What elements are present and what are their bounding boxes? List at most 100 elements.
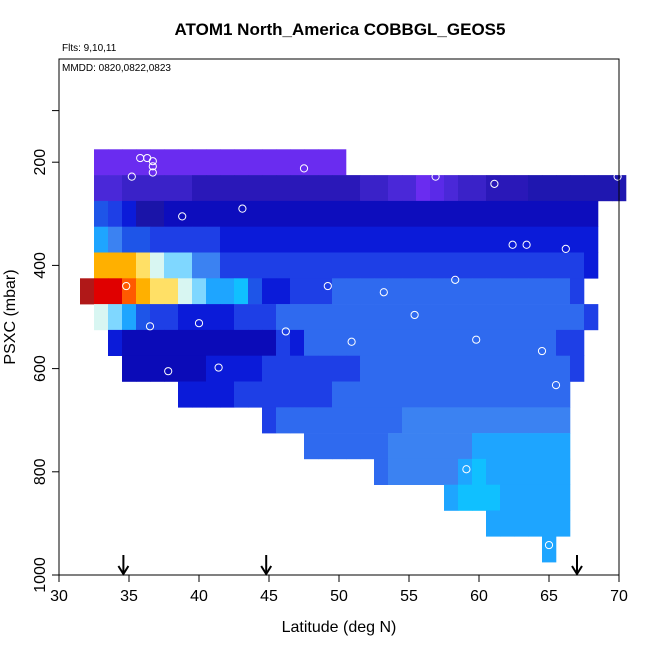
- heatmap-cell: [388, 304, 403, 331]
- heatmap-cell: [542, 433, 557, 460]
- heatmap-cell: [276, 175, 291, 202]
- observation-points: [122, 153, 622, 550]
- heatmap-cell: [556, 355, 571, 382]
- heatmap-cell: [248, 329, 263, 356]
- heatmap-cell: [122, 304, 137, 331]
- heatmap-cell: [178, 304, 193, 331]
- observation-point: [362, 163, 372, 172]
- heatmap-cell: [304, 252, 319, 279]
- heatmap-cell: [290, 200, 305, 227]
- heatmap-cell: [402, 226, 417, 253]
- heatmap-cell: [248, 278, 263, 305]
- heatmap-cell: [360, 433, 375, 460]
- heatmap-cell: [332, 175, 347, 202]
- chart-title: ATOM1 North_America COBBGL_GEOS5: [175, 20, 506, 39]
- heatmap-cell: [290, 252, 305, 279]
- heatmap-cell: [318, 304, 333, 331]
- heatmap-cell: [290, 329, 305, 356]
- y-axis: 200 400 600 800 1000: [32, 110, 59, 593]
- heatmap-cell: [500, 278, 515, 305]
- heatmap-cell: [458, 304, 473, 331]
- observation-point: [537, 346, 547, 356]
- heatmap-cell: [304, 226, 319, 253]
- heatmap-cell: [262, 381, 277, 408]
- heatmap-cell: [94, 200, 109, 227]
- heatmap-cell: [444, 304, 459, 331]
- heatmap-cell: [318, 355, 333, 382]
- heatmap-cell: [136, 278, 151, 305]
- heatmap-cell: [542, 200, 557, 227]
- heatmap-cell: [192, 252, 207, 279]
- x-tick-label: 50: [330, 588, 348, 605]
- heatmap-cell: [304, 433, 319, 460]
- heatmap-cell: [514, 484, 529, 511]
- heatmap-cell: [360, 226, 375, 253]
- observation-point: [122, 281, 131, 291]
- x-tick-label: 30: [50, 588, 68, 605]
- heatmap-cell: [178, 278, 193, 305]
- heatmap-cell: [234, 355, 249, 382]
- heatmap-cell: [514, 381, 529, 408]
- heatmap-cell: [472, 355, 487, 382]
- heatmap-cell: [416, 407, 431, 434]
- heatmap-cell: [276, 407, 291, 434]
- heatmap-cell: [528, 484, 543, 511]
- heatmap-cell: [584, 175, 599, 202]
- heatmap-cell: [248, 381, 263, 408]
- heatmap-cell: [486, 304, 501, 331]
- heatmap-cell: [444, 200, 459, 227]
- heatmap-cell: [206, 304, 221, 331]
- heatmap-cell: [556, 175, 571, 202]
- heatmap-cell: [94, 278, 109, 305]
- heatmap-cell: [276, 381, 291, 408]
- heatmap-cell: [192, 381, 207, 408]
- heatmap-cell: [262, 304, 277, 331]
- heatmap-cell: [150, 278, 165, 305]
- heatmap-cell: [388, 381, 403, 408]
- heatmap-cell: [234, 226, 249, 253]
- heatmap-cell: [262, 175, 277, 202]
- heatmap-cell: [388, 226, 403, 253]
- heatmap-cell: [556, 304, 571, 331]
- heatmap-cell: [402, 329, 417, 356]
- heatmap-cell: [500, 200, 515, 227]
- heatmap-cell: [486, 175, 501, 202]
- heatmap-cell: [164, 226, 179, 253]
- heatmap-cell: [514, 200, 529, 227]
- heatmap-cell: [514, 175, 529, 202]
- heatmap-cell: [542, 278, 557, 305]
- heatmap-cell: [248, 200, 263, 227]
- heatmap-cell: [234, 175, 249, 202]
- heatmap-cell: [150, 304, 165, 331]
- heatmap-cell: [584, 200, 599, 227]
- heatmap-cell: [514, 458, 529, 485]
- heatmap-cell: [416, 278, 431, 305]
- heatmap-cell: [122, 175, 137, 202]
- heatmap-cell: [416, 381, 431, 408]
- heatmap-cell: [360, 200, 375, 227]
- heatmap-cell: [542, 355, 557, 382]
- heatmap-cell: [500, 304, 515, 331]
- heatmap-cell: [192, 278, 207, 305]
- heatmap-cell: [276, 355, 291, 382]
- heatmap-cell: [136, 304, 151, 331]
- heatmap-cell: [542, 407, 557, 434]
- heatmap-cell: [444, 407, 459, 434]
- heatmap-cell: [556, 226, 571, 253]
- heatmap-cell: [206, 175, 221, 202]
- heatmap-cell: [276, 304, 291, 331]
- heatmap-cell: [430, 355, 445, 382]
- heatmap-cell: [528, 433, 543, 460]
- heatmap-cell: [318, 149, 333, 176]
- heatmap-cell: [304, 175, 319, 202]
- heatmap-cell: [388, 355, 403, 382]
- heatmap-cell: [346, 252, 361, 279]
- heatmap-cell: [514, 278, 529, 305]
- heatmap-cell: [500, 329, 515, 356]
- observation-point: [194, 319, 204, 328]
- heatmap-cell: [136, 226, 151, 253]
- heatmap-cell: [514, 226, 529, 253]
- heatmap-cell: [528, 252, 543, 279]
- heatmap-cell: [388, 252, 403, 279]
- heatmap-cell: [150, 175, 165, 202]
